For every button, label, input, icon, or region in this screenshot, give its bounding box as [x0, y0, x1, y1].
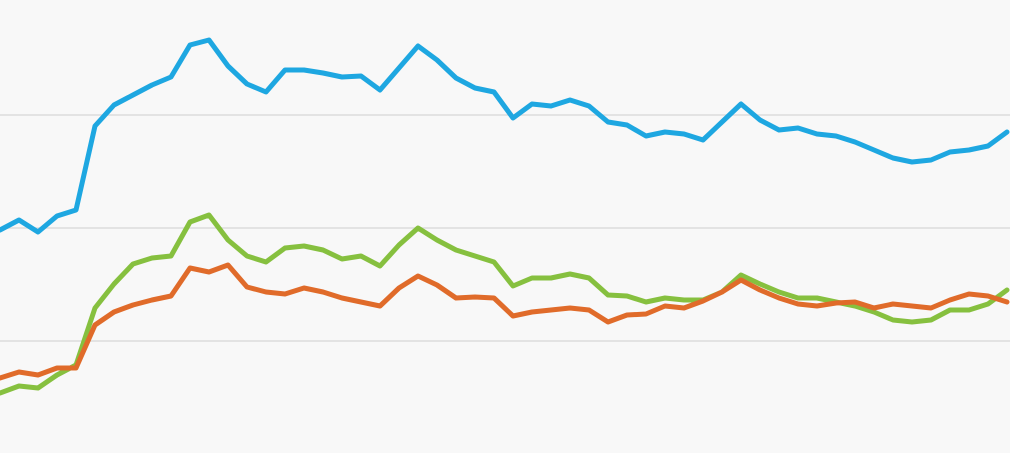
- line-series: [0, 262, 1010, 381]
- line-series: [0, 37, 1010, 235]
